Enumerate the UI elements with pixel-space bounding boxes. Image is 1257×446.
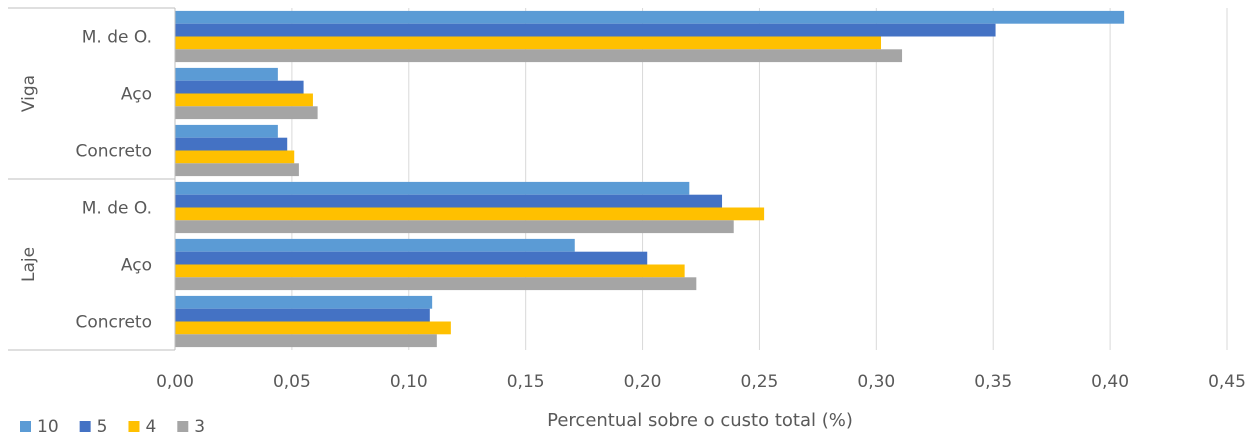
x-tick-label: 0,20 [624,372,662,392]
x-tick-label: 0,35 [974,372,1012,392]
x-tick-label: 0,25 [741,372,779,392]
bar [175,67,278,81]
bar [175,23,996,37]
category-label: Concreto [75,142,152,162]
x-axis-title: Percentual sobre o custo total (%) [547,410,853,431]
legend-label: 4 [145,417,156,437]
legend-label: 10 [37,417,59,437]
bar [175,207,765,221]
legend-label: 3 [194,417,205,437]
bar [175,163,299,177]
bar [175,150,295,164]
legend-swatch [79,421,91,432]
legend-swatch [128,421,140,432]
legend-swatch [20,421,31,432]
category-label: Aço [121,85,152,105]
bar [175,264,685,278]
bar [175,10,1125,24]
bar [175,93,313,107]
bar [175,220,734,234]
legend-swatch [177,421,189,432]
x-tick-label: 0,45 [1208,372,1246,392]
group-label: Viga [19,75,39,112]
x-tick-label: 0,00 [156,372,194,392]
legend: 10 5 4 3 [20,417,205,437]
labels: 0,00 0,05 0,10 0,15 0,20 0,25 0,30 0,35 0,40 0,45… [19,28,1246,393]
bar [175,106,318,120]
bar [175,334,437,348]
gridlines [291,8,1228,350]
x-tick-label: 0,40 [1091,372,1129,392]
bar [175,308,430,322]
category-label: Concreto [75,313,152,333]
category-label: M. de O. [82,28,152,48]
bar [175,277,697,291]
category-label: M. de O. [82,199,152,219]
category-label: Aço [121,256,152,276]
bar [175,321,451,335]
bars [175,10,1125,348]
x-tick-label: 0,15 [507,372,545,392]
bar [175,295,433,309]
axes [8,7,176,351]
bar [175,194,723,208]
group-label: Laje [19,247,39,282]
legend-label: 5 [97,417,108,437]
bar [175,251,648,265]
bar [175,36,882,50]
bar [175,80,304,94]
bar [175,238,575,252]
bar [175,49,903,63]
bar [175,137,288,151]
x-tick-label: 0,05 [273,372,311,392]
bar [175,181,690,195]
bar [175,124,278,138]
x-tick-label: 0,30 [857,372,895,392]
x-tick-label: 0,10 [390,372,428,392]
